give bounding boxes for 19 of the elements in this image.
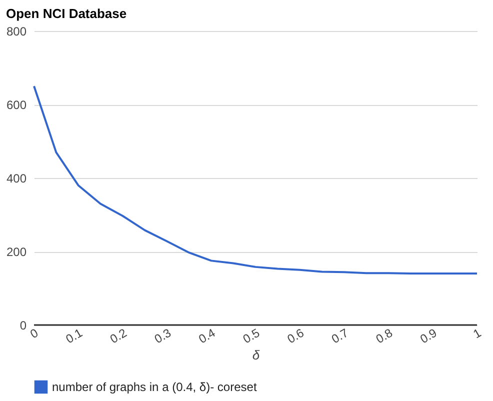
x-tick-label: 0: [28, 326, 41, 342]
y-tick-label: 800: [6, 24, 27, 38]
y-tick-label: 200: [6, 245, 27, 259]
x-tick-label: 0.6: [284, 326, 307, 346]
legend-label: number of graphs in a (0.4, δ)- coreset: [52, 380, 258, 394]
line-series: [33, 85, 478, 275]
x-axis-title: δ: [252, 347, 260, 362]
x-tick-label: 0.7: [329, 326, 351, 346]
x-tick-label: 0.3: [152, 326, 174, 346]
y-tick-label: 600: [6, 98, 27, 112]
x-tick-label: 0.9: [418, 326, 440, 346]
x-tick-label: 0.4: [196, 326, 218, 346]
x-tick-label: 1: [470, 326, 484, 342]
x-tick-label: 0.8: [373, 326, 396, 346]
y-tick-label: 400: [6, 172, 27, 186]
x-tick-label: 0.2: [108, 326, 130, 346]
x-tick-label: 0.1: [63, 326, 86, 346]
x-tick-label: 0.5: [240, 326, 262, 346]
chart-title: Open NCI Database: [6, 6, 127, 21]
